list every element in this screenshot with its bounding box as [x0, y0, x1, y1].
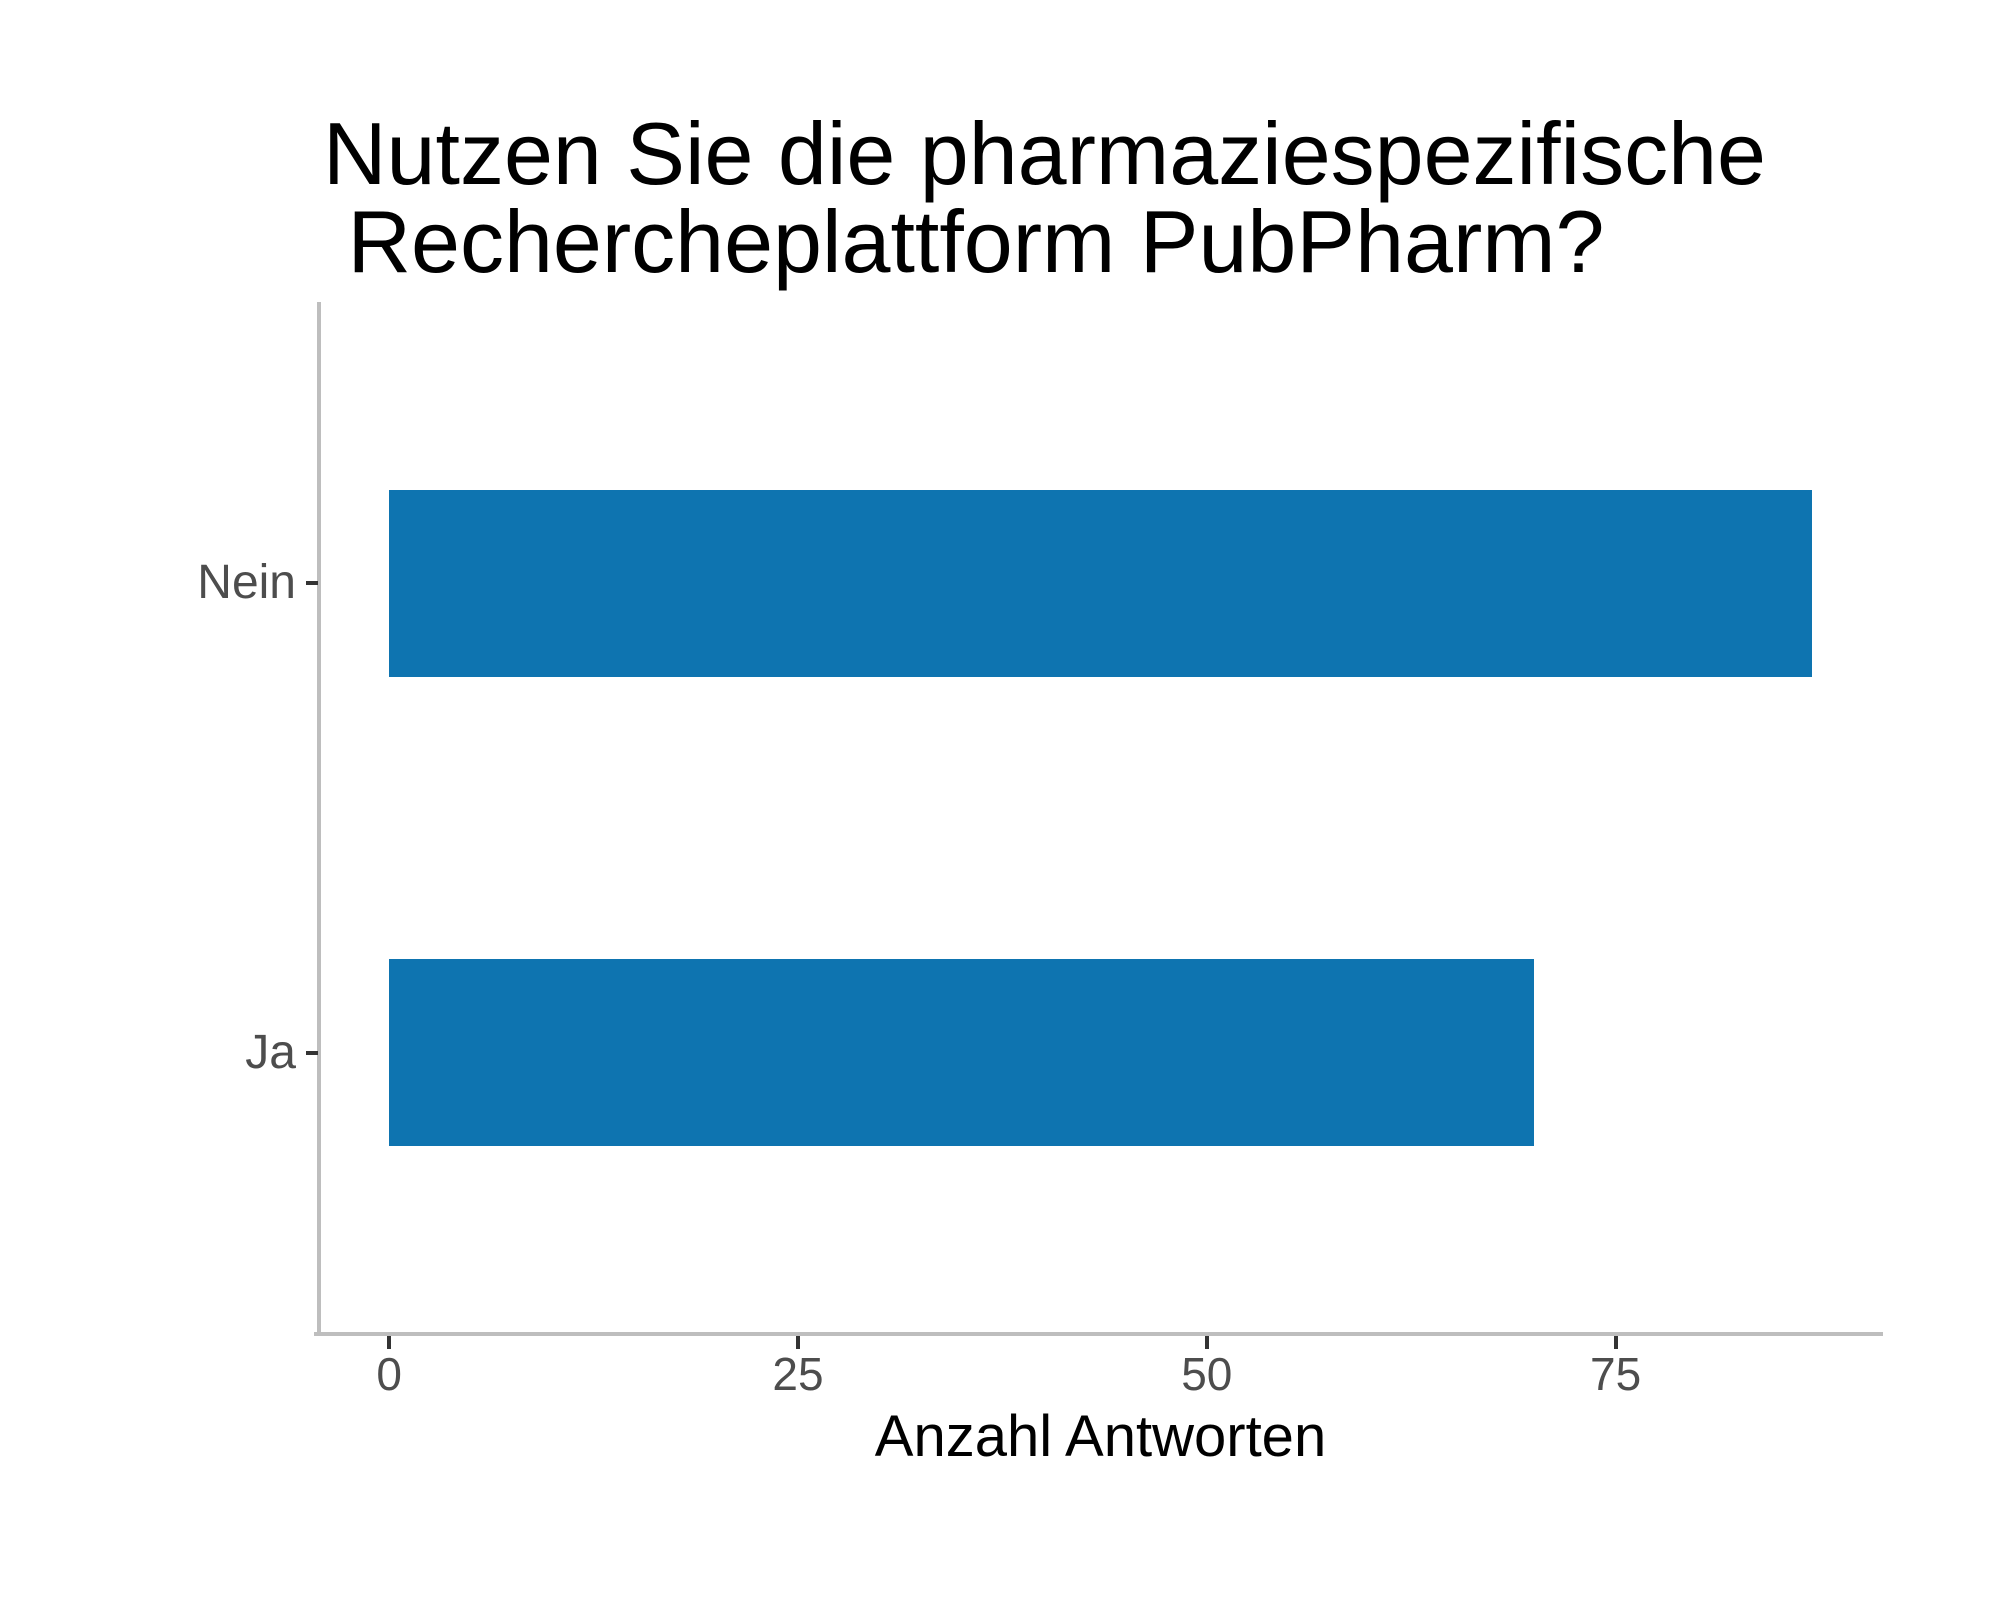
bar-ja	[389, 958, 1534, 1147]
chart-title-line-2: Rechercheplattform PubPharm?	[323, 192, 1605, 291]
x-tick-25	[795, 1336, 800, 1349]
bar-nein	[389, 489, 1812, 678]
y-tick-ja	[306, 1050, 318, 1055]
x-tick-label-0: 0	[376, 1348, 402, 1400]
x-tick-label-25: 25	[772, 1348, 824, 1400]
plot-panel: 0 25 50 75	[306, 302, 1883, 1397]
x-tick-50	[1204, 1336, 1209, 1349]
x-axis-title: Anzahl Antworten	[874, 1404, 1327, 1469]
x-tick-75	[1613, 1336, 1618, 1349]
y-axis-label-nein: Nein	[197, 556, 296, 610]
x-tick-label-75: 75	[1590, 1348, 1642, 1400]
x-tick-label-50: 50	[1181, 1348, 1233, 1400]
y-axis-label-ja: Ja	[245, 1025, 296, 1079]
x-tick-0	[387, 1336, 392, 1349]
x-axis-line	[314, 1332, 1883, 1336]
chart-title: Nutzen Sie die pharmaziespezifische Rech…	[323, 110, 1766, 286]
chart-title-line-1: Nutzen Sie die pharmaziespezifische	[323, 104, 1766, 203]
y-tick-nein	[306, 581, 318, 586]
y-axis-line	[317, 302, 321, 1336]
